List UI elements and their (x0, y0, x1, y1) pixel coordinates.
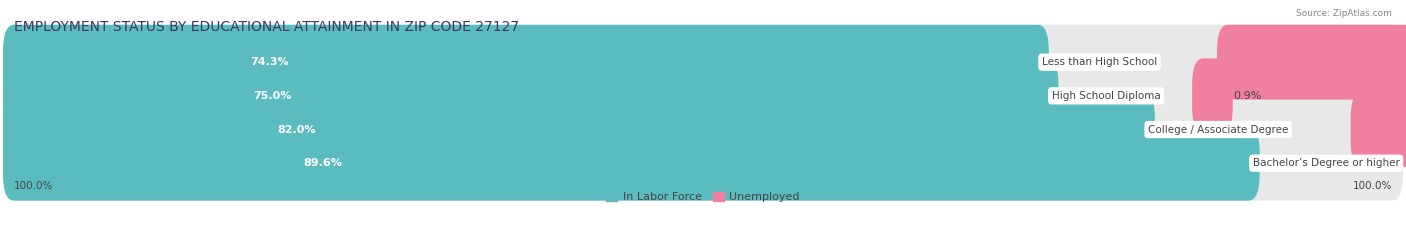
Text: 75.0%: 75.0% (253, 91, 291, 101)
FancyBboxPatch shape (1218, 25, 1406, 99)
FancyBboxPatch shape (3, 58, 1059, 133)
Text: 82.0%: 82.0% (277, 124, 316, 134)
Text: EMPLOYMENT STATUS BY EDUCATIONAL ATTAINMENT IN ZIP CODE 27127: EMPLOYMENT STATUS BY EDUCATIONAL ATTAINM… (14, 20, 519, 34)
Legend: In Labor Force, Unemployed: In Labor Force, Unemployed (602, 188, 804, 207)
Text: 89.6%: 89.6% (304, 158, 342, 168)
Text: Source: ZipAtlas.com: Source: ZipAtlas.com (1296, 9, 1392, 18)
FancyBboxPatch shape (3, 25, 1403, 99)
FancyBboxPatch shape (3, 92, 1403, 167)
Text: College / Associate Degree: College / Associate Degree (1149, 124, 1288, 134)
Text: 100.0%: 100.0% (1353, 181, 1392, 191)
FancyBboxPatch shape (3, 25, 1049, 99)
FancyBboxPatch shape (1351, 92, 1406, 167)
FancyBboxPatch shape (3, 126, 1403, 201)
Text: 74.3%: 74.3% (250, 57, 290, 67)
FancyBboxPatch shape (3, 92, 1154, 167)
Text: 0.9%: 0.9% (1233, 91, 1261, 101)
FancyBboxPatch shape (1192, 58, 1233, 133)
Text: Less than High School: Less than High School (1042, 57, 1157, 67)
Text: Bachelor’s Degree or higher: Bachelor’s Degree or higher (1253, 158, 1399, 168)
Text: 100.0%: 100.0% (14, 181, 53, 191)
FancyBboxPatch shape (3, 126, 1260, 201)
FancyBboxPatch shape (3, 58, 1403, 133)
Text: High School Diploma: High School Diploma (1052, 91, 1160, 101)
